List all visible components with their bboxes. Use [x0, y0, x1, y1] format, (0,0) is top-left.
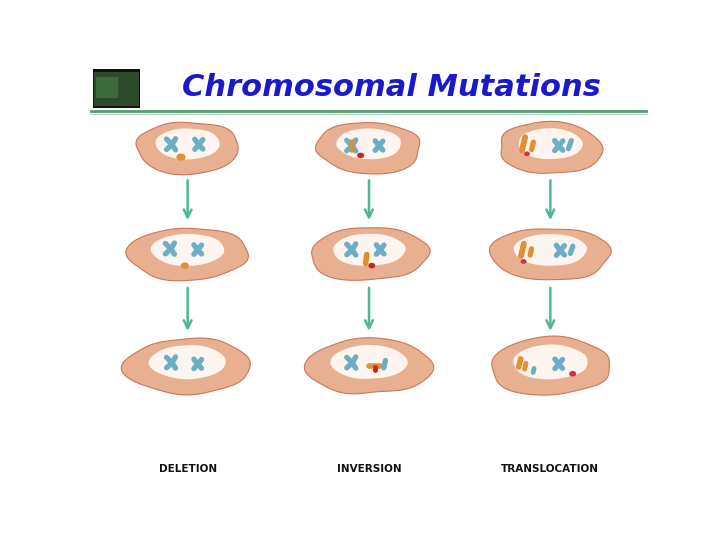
Circle shape — [378, 145, 380, 146]
Polygon shape — [156, 129, 220, 159]
Polygon shape — [519, 128, 583, 159]
Circle shape — [379, 249, 381, 251]
Polygon shape — [333, 234, 405, 266]
FancyBboxPatch shape — [94, 72, 138, 106]
Circle shape — [369, 264, 374, 268]
Polygon shape — [126, 228, 248, 281]
Text: Chromosomal Mutations: Chromosomal Mutations — [182, 73, 600, 102]
Polygon shape — [492, 336, 609, 395]
Circle shape — [171, 144, 173, 145]
Circle shape — [559, 250, 561, 251]
Text: INVERSION: INVERSION — [337, 464, 401, 474]
Circle shape — [198, 144, 199, 145]
Circle shape — [171, 362, 173, 363]
Circle shape — [351, 249, 354, 251]
Text: DELETION: DELETION — [158, 464, 217, 474]
Polygon shape — [136, 122, 238, 175]
Circle shape — [351, 362, 354, 363]
Circle shape — [525, 152, 529, 156]
Polygon shape — [514, 234, 587, 266]
Polygon shape — [330, 345, 408, 379]
Polygon shape — [513, 345, 588, 379]
Polygon shape — [501, 122, 603, 173]
Polygon shape — [336, 129, 401, 159]
Circle shape — [197, 249, 199, 251]
Circle shape — [181, 263, 188, 268]
Polygon shape — [315, 123, 420, 174]
Polygon shape — [121, 338, 251, 395]
Circle shape — [170, 248, 172, 249]
FancyBboxPatch shape — [96, 77, 118, 98]
Circle shape — [197, 363, 199, 364]
Polygon shape — [490, 229, 611, 280]
Circle shape — [558, 363, 559, 364]
Circle shape — [358, 153, 364, 158]
Circle shape — [177, 154, 185, 160]
Polygon shape — [305, 338, 433, 394]
Text: TRANSLOCATION: TRANSLOCATION — [501, 464, 599, 474]
Circle shape — [570, 372, 575, 376]
Polygon shape — [150, 234, 224, 266]
Circle shape — [558, 145, 559, 146]
Polygon shape — [312, 228, 430, 280]
FancyBboxPatch shape — [93, 69, 140, 109]
Circle shape — [521, 260, 526, 263]
Polygon shape — [148, 345, 226, 379]
Circle shape — [351, 145, 354, 147]
